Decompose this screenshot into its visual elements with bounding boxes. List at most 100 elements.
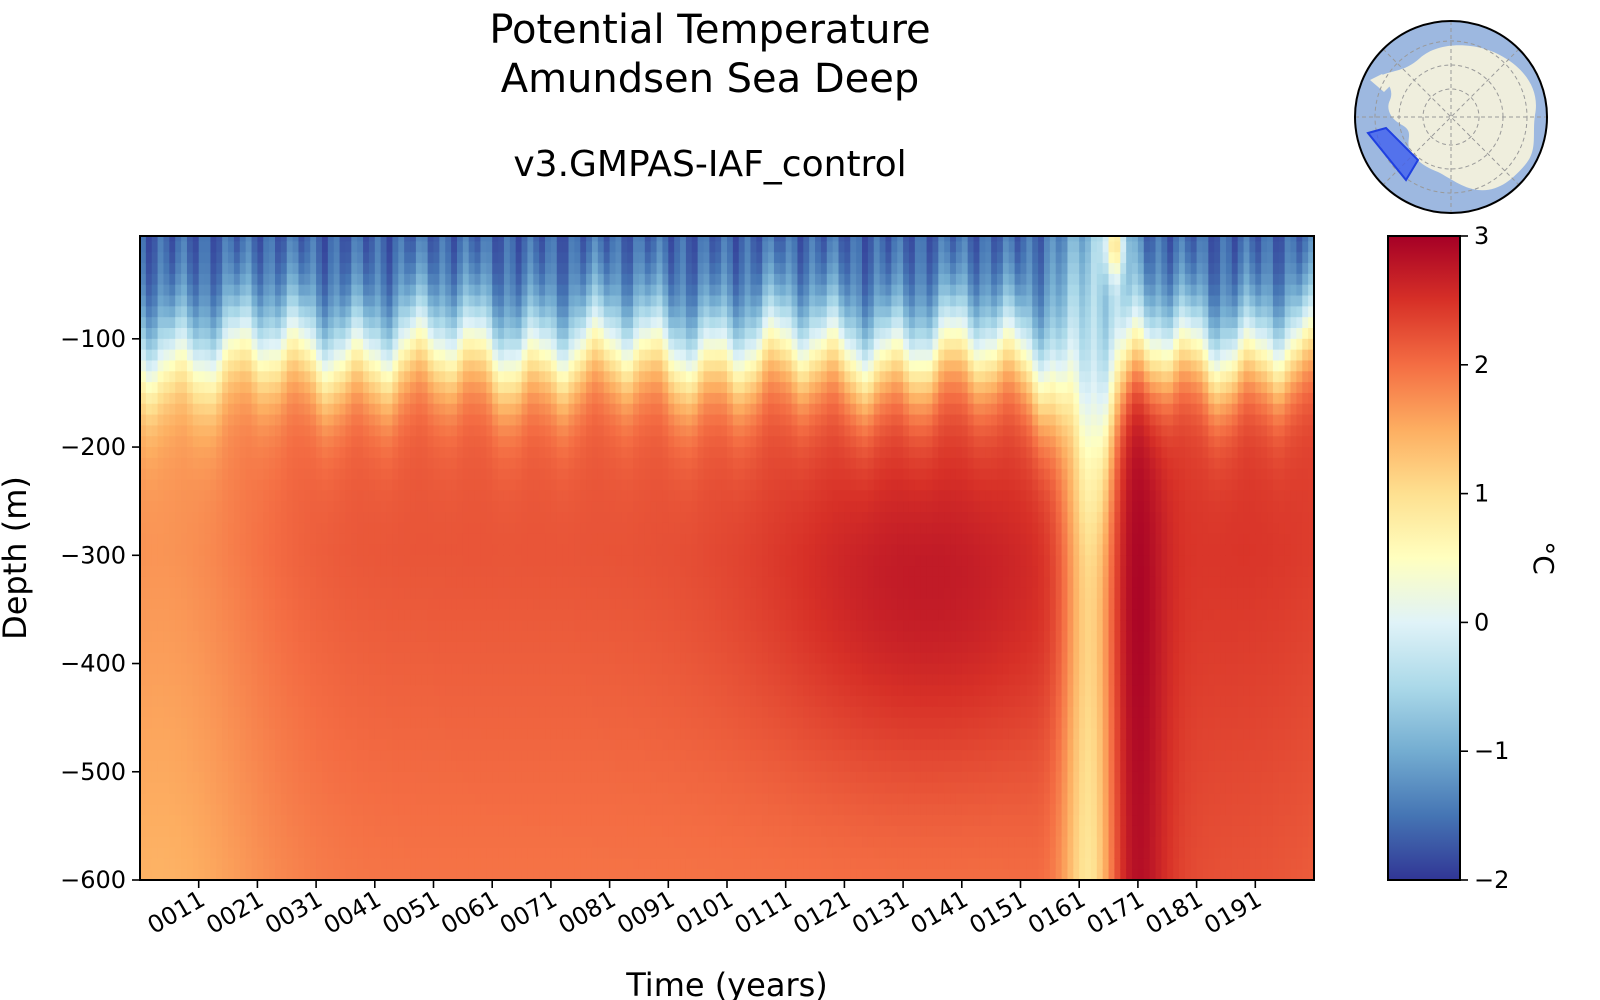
heatmap-cell — [591, 490, 599, 502]
heatmap-cell — [204, 382, 212, 394]
heatmap-cell — [298, 252, 305, 264]
heatmap-cell — [433, 728, 440, 740]
heatmap-cell — [486, 760, 493, 773]
heatmap-cell — [392, 306, 399, 318]
heatmap-cell — [186, 858, 194, 870]
heatmap-cell — [427, 447, 435, 459]
heatmap-cell — [503, 598, 511, 611]
heatmap-cell — [239, 317, 247, 329]
heatmap-cell — [404, 382, 411, 394]
heatmap-cell — [380, 609, 388, 621]
heatmap-cell — [386, 576, 394, 589]
heatmap-cell — [451, 739, 458, 751]
heatmap-cell — [445, 436, 452, 448]
heatmap-cell — [603, 501, 611, 513]
heatmap-cell — [163, 512, 170, 524]
heatmap-cell — [456, 457, 464, 470]
heatmap-cell — [233, 631, 241, 643]
heatmap-cell — [539, 598, 546, 611]
heatmap-cell — [545, 728, 552, 740]
heatmap-cell — [509, 306, 517, 318]
heatmap-cell — [486, 392, 493, 405]
heatmap-cell — [280, 609, 288, 621]
heatmap-cell — [427, 869, 435, 881]
heatmap-cell — [333, 717, 341, 730]
heatmap-cell — [603, 598, 611, 611]
heatmap-cell — [157, 273, 165, 286]
heatmap-cell — [263, 750, 270, 762]
heatmap-cell — [574, 652, 581, 665]
heatmap-cell — [233, 468, 241, 481]
heatmap-cell — [269, 479, 276, 491]
heatmap-cell — [304, 576, 311, 589]
heatmap-cell — [386, 793, 394, 805]
heatmap-cell — [163, 263, 170, 275]
heatmap-cell — [439, 609, 446, 621]
heatmap-cell — [163, 750, 170, 762]
heatmap-cell — [298, 512, 305, 524]
heatmap-cell — [321, 295, 329, 307]
heatmap-cell — [298, 544, 305, 556]
heatmap-cell — [439, 782, 446, 795]
heatmap-cell — [550, 328, 558, 340]
heatmap-cell — [363, 663, 370, 675]
heatmap-cell — [192, 804, 200, 816]
heatmap-cell — [550, 674, 558, 686]
heatmap-cell — [251, 566, 258, 578]
heatmap-cell — [609, 760, 617, 773]
heatmap-cell — [451, 522, 458, 535]
heatmap-cell — [591, 858, 599, 870]
heatmap-cell — [357, 436, 364, 448]
heatmap-cell — [216, 620, 223, 632]
heatmap-cell — [280, 815, 288, 827]
heatmap-cell — [286, 490, 294, 502]
heatmap-cell — [304, 641, 311, 654]
heatmap-cell — [533, 598, 540, 611]
heatmap-cell — [357, 501, 364, 513]
heatmap-cell — [480, 468, 487, 481]
heatmap-cell — [597, 620, 605, 632]
heatmap-cell — [257, 544, 264, 556]
heatmap-cell — [433, 436, 440, 448]
heatmap-cell — [492, 652, 499, 665]
heatmap-cell — [586, 360, 593, 372]
heatmap-cell — [145, 403, 153, 416]
heatmap-cell — [251, 252, 258, 264]
heatmap-cell — [210, 728, 217, 740]
heatmap-cell — [357, 598, 364, 611]
heatmap-cell — [498, 750, 505, 762]
heatmap-cell — [621, 836, 628, 849]
heatmap-cell — [521, 468, 529, 481]
heatmap-cell — [275, 338, 282, 351]
heatmap-cell — [157, 263, 165, 275]
heatmap-cell — [591, 663, 599, 675]
heatmap-cell — [204, 782, 212, 795]
heatmap-cell — [228, 479, 235, 491]
heatmap-cell — [562, 815, 570, 827]
heatmap-cell — [621, 273, 628, 286]
heatmap-cell — [415, 317, 423, 329]
heatmap-cell — [603, 236, 611, 243]
heatmap-cell — [151, 598, 159, 611]
heatmap-cell — [181, 533, 188, 546]
heatmap-cell — [515, 858, 523, 870]
heatmap-cell — [239, 512, 247, 524]
heatmap-cell — [316, 750, 323, 762]
heatmap-cell — [239, 236, 247, 243]
heatmap-cell — [533, 576, 540, 589]
heatmap-cell — [198, 674, 206, 686]
heatmap-cell — [574, 696, 581, 708]
heatmap-cell — [339, 555, 347, 567]
heatmap-cell — [357, 479, 364, 491]
heatmap-cell — [280, 620, 288, 632]
heatmap-cell — [145, 847, 153, 859]
heatmap-cell — [198, 241, 206, 253]
heatmap-cell — [222, 598, 229, 611]
heatmap-cell — [210, 869, 217, 881]
heatmap-cell — [263, 663, 270, 675]
heatmap-cell — [163, 760, 170, 773]
heatmap-cell — [503, 728, 511, 740]
heatmap-cell — [486, 512, 493, 524]
heatmap-cell — [216, 236, 223, 243]
heatmap-cell — [169, 587, 176, 600]
